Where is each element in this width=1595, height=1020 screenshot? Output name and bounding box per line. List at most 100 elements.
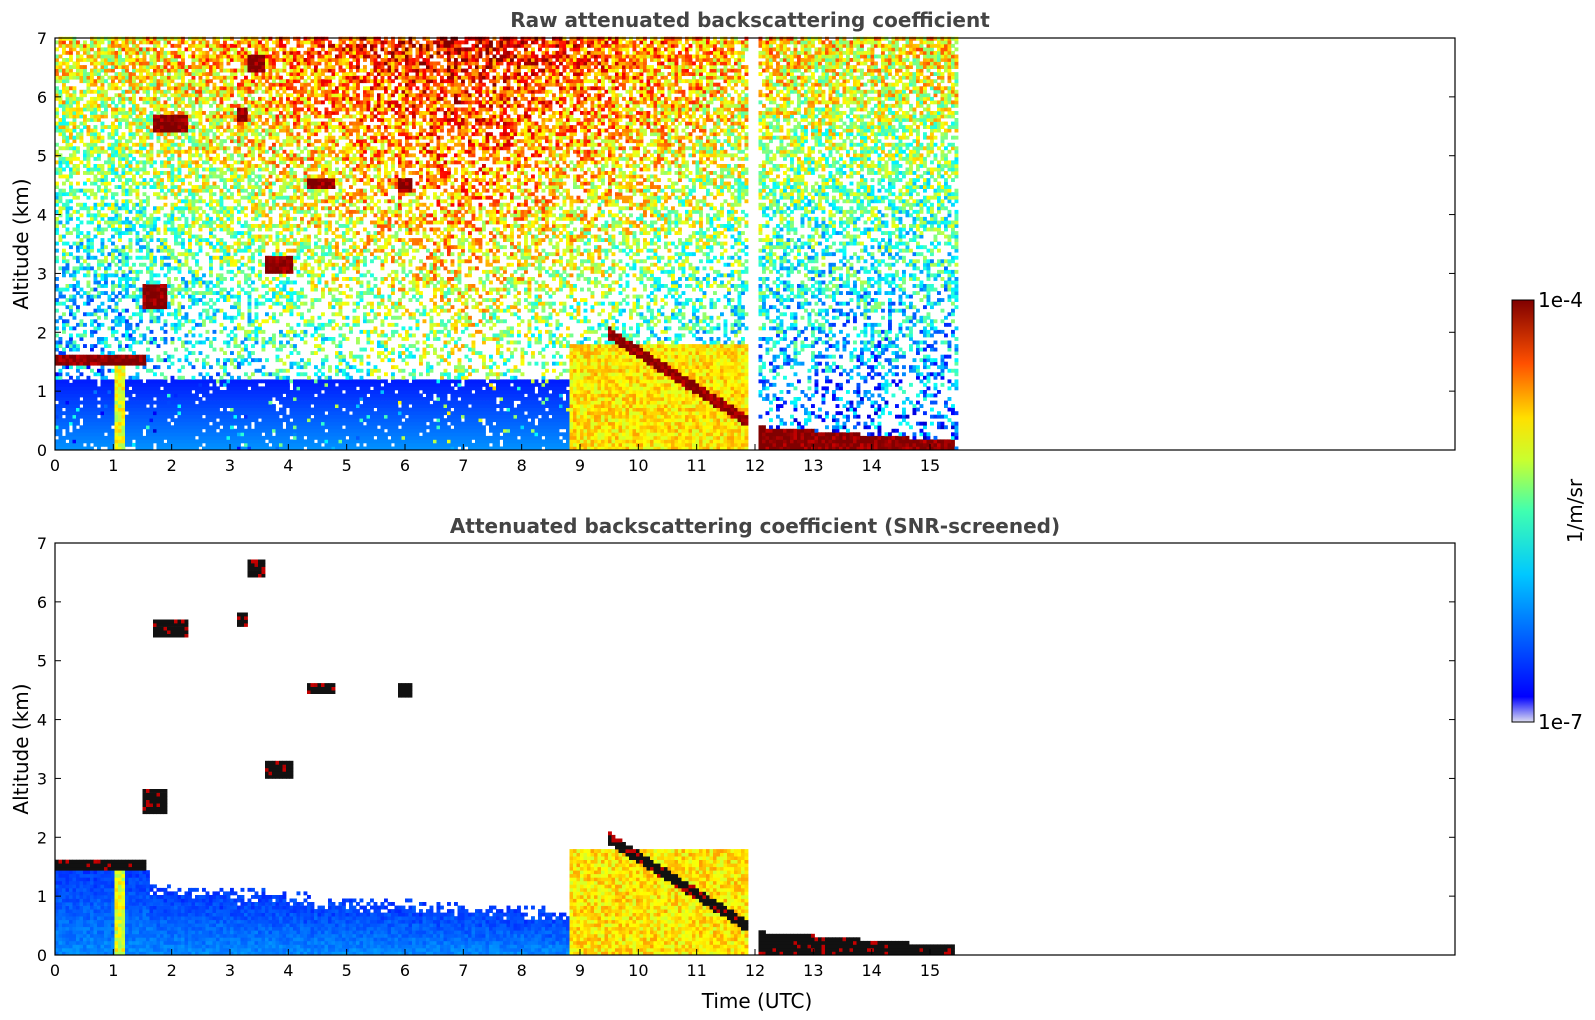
heatmap-cell	[118, 372, 122, 377]
heatmap-cell	[149, 404, 154, 408]
heatmap-cell	[153, 273, 157, 278]
heatmap-cell	[156, 273, 161, 278]
heatmap-cell	[118, 220, 122, 225]
heatmap-cell	[191, 375, 196, 380]
heatmap-cell	[258, 68, 262, 73]
heatmap-cell	[258, 294, 262, 299]
heatmap-cell	[160, 294, 164, 299]
heatmap-cell	[128, 146, 133, 151]
heatmap-cell	[55, 58, 59, 62]
heatmap-cell	[76, 171, 80, 175]
heatmap-cell	[107, 382, 112, 387]
heatmap-cell	[265, 319, 269, 324]
heatmap-cell	[205, 61, 210, 66]
heatmap-cell	[97, 280, 101, 285]
heatmap-cell	[265, 199, 269, 204]
heatmap-cell	[205, 312, 210, 317]
raw-backscatter-panel: Raw attenuated backscattering coefficien…	[9, 8, 1456, 475]
heatmap-cell	[135, 82, 140, 87]
heatmap-cell	[114, 149, 119, 154]
heatmap-cell	[167, 118, 171, 122]
heatmap-cell	[244, 61, 248, 66]
heatmap-cell	[188, 298, 192, 302]
heatmap-cell	[272, 241, 276, 246]
heatmap-cell	[153, 305, 157, 310]
heatmap-cell	[163, 149, 168, 154]
heatmap-cell	[86, 255, 91, 260]
heatmap-cell	[146, 195, 150, 200]
heatmap-cell	[216, 372, 220, 377]
heatmap-cell	[230, 432, 234, 437]
heatmap-cell	[184, 418, 189, 423]
heatmap-cell	[233, 160, 238, 165]
heatmap-cell	[107, 411, 112, 416]
heatmap-cell	[251, 238, 255, 242]
heatmap-cell	[275, 68, 280, 73]
heatmap-cell	[163, 171, 168, 175]
heatmap-cell	[111, 291, 115, 295]
heatmap-cell	[86, 375, 91, 380]
heatmap-cell	[233, 432, 238, 437]
heatmap-cell	[212, 439, 217, 444]
heatmap-cell	[212, 291, 217, 295]
heatmap-cell	[58, 103, 63, 108]
heatmap-cell	[118, 149, 122, 154]
heatmap-cell	[247, 65, 252, 69]
heatmap-cell	[163, 294, 168, 299]
heatmap-cell	[149, 446, 154, 451]
heatmap-cell	[230, 351, 234, 355]
heatmap-cell	[265, 43, 269, 48]
heatmap-cell	[69, 400, 73, 405]
heatmap-cell	[86, 301, 91, 306]
heatmap-cell	[58, 393, 63, 398]
heatmap-cell	[258, 50, 262, 55]
heatmap-cell	[114, 418, 119, 423]
heatmap-cell	[76, 164, 80, 168]
heatmap-cell	[198, 111, 203, 115]
heatmap-cell	[209, 72, 213, 76]
heatmap-cell	[191, 432, 196, 437]
heatmap-cell	[93, 118, 98, 122]
heatmap-cell	[254, 54, 259, 59]
heatmap-cell	[198, 298, 203, 302]
heatmap-cell	[55, 248, 59, 253]
heatmap-cell	[128, 284, 133, 288]
heatmap-cell	[86, 312, 91, 317]
heatmap-cell	[268, 72, 273, 76]
heatmap-cell	[100, 111, 105, 115]
heatmap-cell	[72, 153, 77, 158]
heatmap-cell	[55, 171, 59, 175]
heatmap-cell	[191, 393, 196, 398]
heatmap-cell	[265, 202, 269, 207]
heatmap-cell	[223, 171, 227, 175]
heatmap-cell	[205, 284, 210, 288]
heatmap-cell	[198, 65, 203, 69]
heatmap-cell	[72, 340, 77, 345]
heatmap-cell	[216, 241, 220, 246]
heatmap-cell	[191, 382, 196, 387]
heatmap-cell	[184, 174, 189, 179]
heatmap-cell	[142, 65, 147, 69]
heatmap-cell	[100, 404, 105, 408]
heatmap-cell	[153, 382, 157, 387]
heatmap-cell	[55, 404, 59, 408]
heatmap-cell	[76, 428, 80, 433]
heatmap-cell	[160, 36, 164, 41]
heatmap-cell	[195, 111, 199, 115]
heatmap-cell	[198, 132, 203, 137]
heatmap-cell	[76, 135, 80, 140]
heatmap-cell	[230, 164, 234, 168]
heatmap-cell	[233, 340, 238, 345]
heatmap-cell	[86, 397, 91, 401]
heatmap-cell	[90, 167, 94, 172]
heatmap-cell	[244, 213, 248, 218]
heatmap-cell	[184, 93, 189, 98]
heatmap-cell	[212, 181, 217, 186]
heatmap-cell	[132, 404, 136, 408]
heatmap-cell	[114, 365, 119, 370]
heatmap-cell	[216, 86, 220, 91]
heatmap-cell	[198, 100, 203, 105]
heatmap-cell	[265, 312, 269, 317]
heatmap-cell	[118, 347, 122, 352]
heatmap-cell	[58, 358, 63, 363]
